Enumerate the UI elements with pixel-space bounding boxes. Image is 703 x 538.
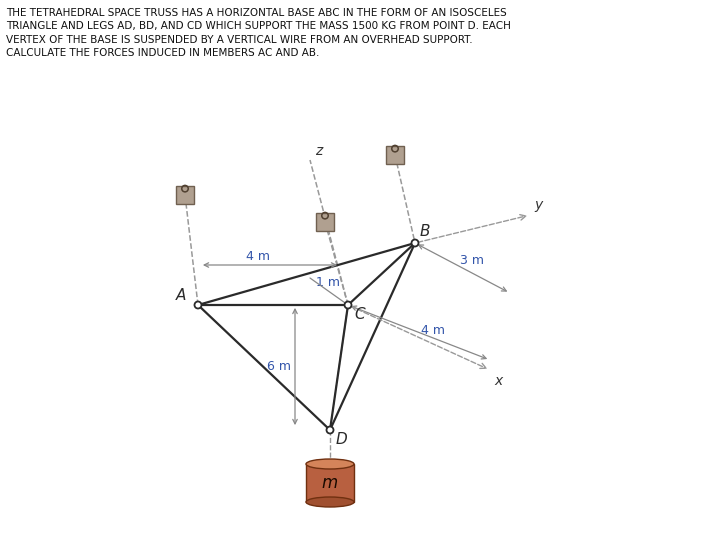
Text: 1 m: 1 m [316,277,340,289]
Text: x: x [494,374,502,388]
Text: VERTEX OF THE BASE IS SUSPENDED BY A VERTICAL WIRE FROM AN OVERHEAD SUPPORT.: VERTEX OF THE BASE IS SUSPENDED BY A VER… [6,35,472,45]
Text: 6 m: 6 m [267,360,291,373]
Circle shape [344,301,352,308]
Circle shape [326,427,333,434]
Circle shape [411,239,418,246]
Text: y: y [534,198,542,212]
Text: m: m [322,474,338,492]
Text: TRIANGLE AND LEGS AD, BD, AND CD WHICH SUPPORT THE MASS 1500 KG FROM POINT D. EA: TRIANGLE AND LEGS AD, BD, AND CD WHICH S… [6,22,511,32]
Text: z: z [315,144,322,158]
Bar [306,464,354,502]
Text: B: B [420,224,430,239]
Polygon shape [176,186,194,204]
Polygon shape [316,213,334,231]
Text: 4 m: 4 m [421,324,445,337]
Text: 3 m: 3 m [460,253,484,266]
Text: C: C [354,307,365,322]
Text: D: D [336,432,348,447]
Text: CALCULATE THE FORCES INDUCED IN MEMBERS AC AND AB.: CALCULATE THE FORCES INDUCED IN MEMBERS … [6,48,319,59]
Ellipse shape [306,459,354,469]
Circle shape [195,301,202,308]
Polygon shape [386,146,404,164]
Text: THE TETRAHEDRAL SPACE TRUSS HAS A HORIZONTAL BASE ABC IN THE FORM OF AN ISOSCELE: THE TETRAHEDRAL SPACE TRUSS HAS A HORIZO… [6,8,507,18]
Text: A: A [176,288,186,303]
Ellipse shape [306,497,354,507]
Text: 4 m: 4 m [246,251,270,264]
